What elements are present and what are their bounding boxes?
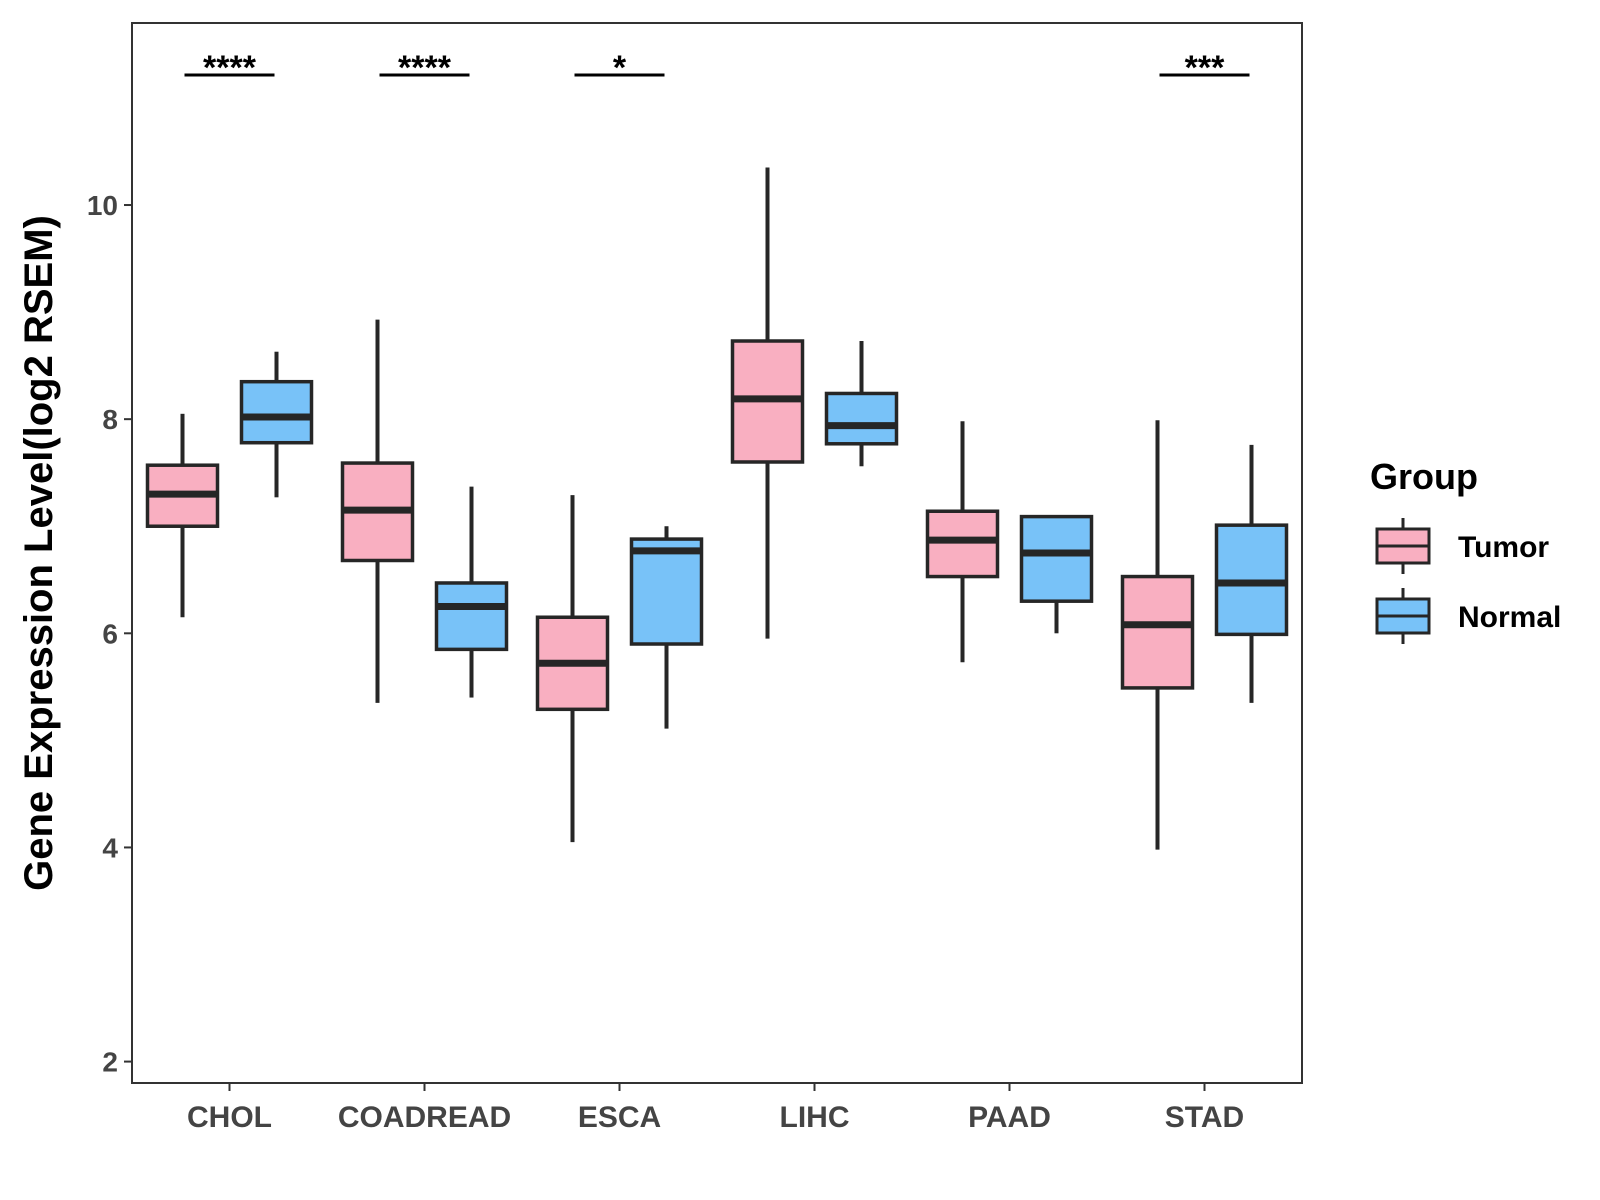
legend-label: Normal bbox=[1458, 601, 1561, 634]
significance-coadread: **** bbox=[379, 49, 470, 87]
x-axis: CHOL COADREAD ESCA LIHC PAAD STAD bbox=[187, 1083, 1244, 1134]
box-normal-chol bbox=[239, 351, 314, 498]
box-tumor-esca bbox=[535, 495, 610, 843]
box-body bbox=[239, 379, 314, 445]
significance-label: **** bbox=[203, 49, 257, 87]
legend-key bbox=[1375, 518, 1431, 574]
box-tumor-chol bbox=[145, 413, 220, 618]
box-body bbox=[824, 391, 899, 446]
x-tick-label: CHOL bbox=[187, 1101, 272, 1134]
box-tumor-lihc bbox=[730, 167, 805, 639]
legend: Group Tumor Normal bbox=[1370, 456, 1561, 644]
box-body bbox=[434, 581, 509, 652]
box-series bbox=[145, 167, 1289, 850]
box-normal-lihc bbox=[824, 341, 899, 467]
x-tick-label: LIHC bbox=[780, 1101, 850, 1134]
box-tumor-stad bbox=[1120, 420, 1195, 850]
y-tick-label: 2 bbox=[102, 1047, 118, 1078]
significance-esca: * bbox=[574, 49, 665, 87]
y-tick-label: 10 bbox=[87, 190, 118, 221]
plot-panel-border bbox=[131, 22, 1303, 1084]
y-axis: 2 4 6 8 10 bbox=[87, 190, 132, 1078]
significance-label: * bbox=[613, 49, 627, 87]
significance-chol: **** bbox=[184, 49, 275, 87]
x-tick-label: COADREAD bbox=[338, 1101, 511, 1134]
box-normal-esca bbox=[629, 526, 704, 729]
significance-label: **** bbox=[398, 49, 452, 87]
y-tick-label: 8 bbox=[102, 404, 118, 435]
legend-key bbox=[1375, 588, 1431, 644]
y-tick-label: 4 bbox=[102, 832, 118, 863]
box-body bbox=[629, 537, 704, 646]
box-tumor-paad bbox=[925, 421, 1000, 663]
legend-title: Group bbox=[1370, 456, 1478, 497]
box-tumor-coadread bbox=[340, 319, 415, 703]
box-body bbox=[1019, 514, 1094, 603]
significance-annotations: **** **** * *** bbox=[184, 49, 1250, 87]
significance-label: *** bbox=[1185, 49, 1225, 87]
legend-label: Tumor bbox=[1458, 531, 1549, 564]
box-normal-coadread bbox=[434, 486, 509, 698]
box-body bbox=[925, 509, 1000, 579]
box-normal-stad bbox=[1214, 444, 1289, 703]
significance-stad: *** bbox=[1159, 49, 1250, 87]
y-axis-title: Gene Expression Level(log2 RSEM) bbox=[17, 215, 61, 891]
x-tick-label: STAD bbox=[1165, 1101, 1244, 1134]
x-tick-label: ESCA bbox=[578, 1101, 661, 1134]
legend-entry-normal: Normal bbox=[1375, 588, 1561, 644]
x-tick-label: PAAD bbox=[968, 1101, 1051, 1134]
box-body bbox=[1120, 574, 1195, 690]
legend-entry-tumor: Tumor bbox=[1375, 518, 1549, 574]
box-normal-paad bbox=[1019, 514, 1094, 634]
y-tick-label: 6 bbox=[102, 618, 118, 649]
